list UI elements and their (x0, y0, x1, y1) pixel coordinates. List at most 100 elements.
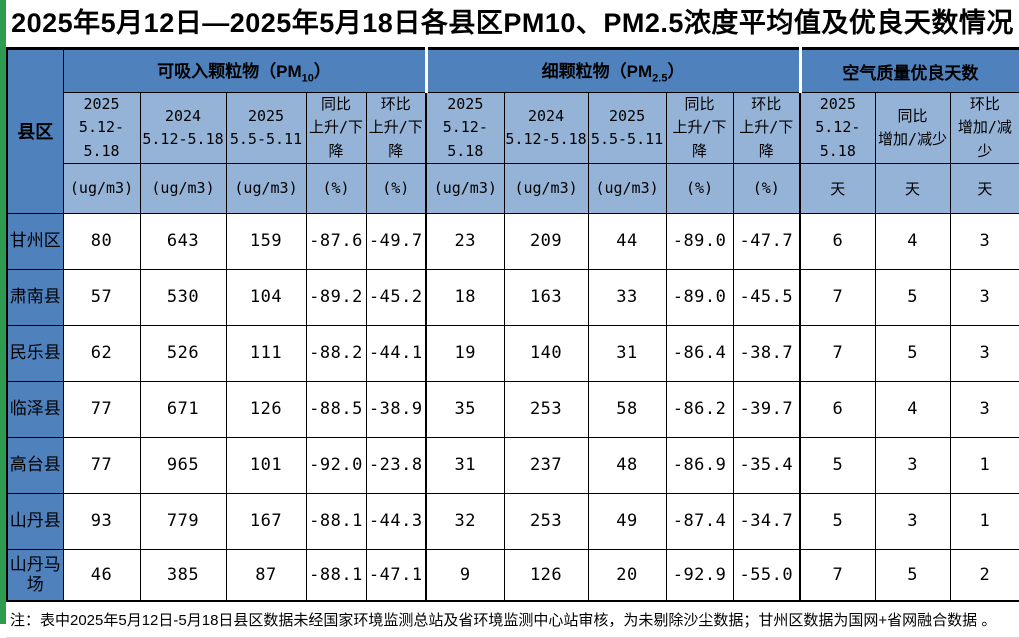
corner-header-region: 县区 (6, 48, 64, 214)
table-row: 高台县 77 965 101 -92.0 -23.8 31 237 48 -86.9 -35.4 5 3… (6, 436, 1019, 494)
value-cell: 35 (425, 380, 505, 438)
value-cell: 46 (62, 548, 141, 602)
value-cell: -88.1 (305, 548, 367, 602)
column-header-line2: 上升/下降 (308, 118, 364, 160)
column-header-line1: 2025 (447, 95, 484, 113)
value-cell: -49.7 (365, 212, 427, 270)
column-header-line2: 5.12-5.18 (142, 129, 224, 148)
group-pm25-label: 细颗粒物（PM (541, 62, 653, 82)
column-header-line2: 5.12-5.18 (815, 118, 861, 160)
value-cell: -89.2 (305, 268, 367, 326)
value-cell: 3 (874, 492, 951, 550)
column-header-line1: 同比 (684, 95, 715, 113)
unit-cell-4: (%) (365, 162, 427, 214)
left-green-strip (0, 0, 6, 624)
unit-cell-1: (ug/m3) (139, 162, 227, 214)
table-row: 肃南县 57 530 104 -89.2 -45.2 18 163 33 -89.0 -45.5 7 5… (6, 268, 1019, 326)
value-cell: 7 (799, 268, 876, 326)
value-cell: -88.5 (305, 380, 367, 438)
column-header-line1: 2024 (527, 106, 565, 125)
value-cell: 3 (949, 380, 1019, 438)
group-header-good-days: 空气质量优良天数 (798, 48, 1019, 93)
region-name: 高台县 (6, 436, 64, 494)
value-cell: 237 (503, 436, 589, 494)
value-cell: -34.7 (732, 492, 801, 550)
column-header-4: 环比上升/下降 (365, 92, 427, 164)
air-quality-table: 县区 可吸入颗粒物（PM10） 细颗粒物（PM2.5） 空气质量优良天数 202… (6, 47, 1019, 603)
column-header-7: 2025 5.5-5.11 (587, 92, 667, 164)
value-cell: -89.0 (665, 268, 734, 326)
value-cell: 126 (225, 380, 307, 438)
value-cell: 9 (425, 548, 505, 602)
value-cell: 2 (949, 548, 1019, 602)
value-cell: 4 (874, 380, 951, 438)
column-header-line2: 上升/下降 (672, 118, 727, 160)
table-row: 山丹马场 46 385 87 -88.1 -47.1 9 126 20 -92.9 -55.0 7 5 2 (6, 548, 1019, 602)
column-header-line1: 2025 (608, 106, 646, 125)
group-days-label: 空气质量优良天数 (842, 63, 979, 83)
column-header-5: 2025 5.12-5.18 (425, 92, 505, 164)
value-cell: -45.5 (732, 268, 801, 326)
value-cell: 58 (587, 380, 667, 438)
value-cell: 87 (225, 548, 307, 602)
value-cell: 93 (62, 492, 141, 550)
table-row: 甘州区 80 643 159 -87.6 -49.7 23 209 44 -89.0 -47.7 6 4… (6, 212, 1019, 270)
column-header-line2: 上升/下降 (368, 118, 423, 160)
value-cell: 530 (139, 268, 227, 326)
value-cell: 209 (503, 212, 589, 270)
column-header-line1: 环比 (751, 95, 782, 113)
value-cell: 7 (799, 324, 876, 382)
column-header-10: 2025 5.12-5.18 (799, 92, 876, 164)
value-cell: 163 (503, 268, 589, 326)
column-header-line2: 5.12-5.18 (505, 129, 587, 148)
value-cell: 5 (799, 436, 876, 494)
footnote: 注：表中2025年5月12日-5月18日县区数据未经国家环境监测总站及省环境监测… (6, 602, 1019, 638)
value-cell: -92.9 (665, 548, 734, 602)
table-row: 民乐县 62 526 111 -88.2 -44.1 19 140 31 -86.4 -38.7 7 5… (6, 324, 1019, 382)
value-cell: -44.1 (365, 324, 427, 382)
value-cell: 671 (139, 380, 227, 438)
value-cell: -87.4 (665, 492, 734, 550)
value-cell: 643 (139, 212, 227, 270)
value-cell: 5 (874, 268, 951, 326)
column-header-6: 2024 5.12-5.18 (503, 92, 589, 164)
region-name: 肃南县 (6, 268, 64, 326)
column-header-line1: 2024 (164, 106, 202, 125)
value-cell: 253 (503, 380, 589, 438)
region-name: 山丹马场 (6, 548, 64, 602)
unit-cell-7: (ug/m3) (587, 162, 667, 214)
value-cell: 19 (425, 324, 505, 382)
value-cell: -23.8 (365, 436, 427, 494)
value-cell: 7 (799, 548, 876, 602)
value-cell: 3 (949, 324, 1019, 382)
unit-cell-10: 天 (799, 162, 876, 214)
value-cell: 111 (225, 324, 307, 382)
value-cell: 20 (587, 548, 667, 602)
value-cell: 104 (225, 268, 307, 326)
value-cell: 77 (62, 380, 141, 438)
group-pm25-close: ） (667, 62, 685, 82)
value-cell: -45.2 (365, 268, 427, 326)
value-cell: 101 (225, 436, 307, 494)
unit-cell-0: (ug/m3) (62, 162, 141, 214)
value-cell: -47.7 (732, 212, 801, 270)
region-name: 民乐县 (6, 324, 64, 382)
column-header-0: 2025 5.12-5.18 (62, 92, 141, 164)
value-cell: 140 (503, 324, 589, 382)
value-cell: 31 (587, 324, 667, 382)
column-header-line2: 5.12-5.18 (442, 118, 488, 160)
group-pm10-close: ） (313, 62, 331, 82)
column-header-line1: 环比 (380, 95, 411, 113)
column-header-line1: 2025 (83, 95, 120, 113)
value-cell: -38.9 (365, 380, 427, 438)
column-header-line1: 同比 (897, 106, 928, 125)
value-cell: 48 (587, 436, 667, 494)
value-cell: 32 (425, 492, 505, 550)
value-cell: -38.7 (732, 324, 801, 382)
column-header-line2: 增加/减少 (957, 118, 1012, 160)
value-cell: 49 (587, 492, 667, 550)
value-cell: -86.4 (665, 324, 734, 382)
value-cell: 965 (139, 436, 227, 494)
unit-cell-9: (%) (732, 162, 801, 214)
value-cell: 159 (225, 212, 307, 270)
